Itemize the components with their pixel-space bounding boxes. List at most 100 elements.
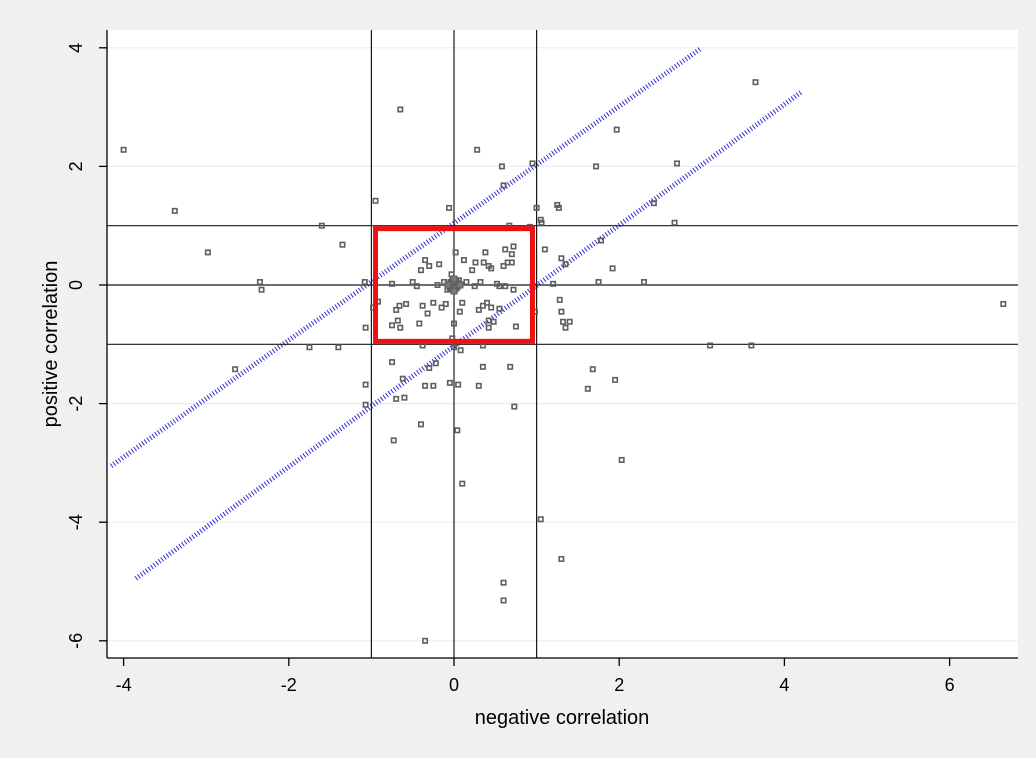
data-point — [512, 323, 519, 330]
data-point — [482, 249, 489, 256]
data-point — [562, 261, 569, 268]
data-point — [463, 279, 470, 286]
data-point — [500, 263, 507, 270]
data-point — [419, 302, 426, 309]
data-point — [362, 381, 369, 388]
data-point — [550, 280, 557, 287]
data-point — [618, 456, 625, 463]
data-point — [459, 480, 466, 487]
data-point — [584, 385, 591, 392]
data-point — [510, 286, 517, 293]
y-tick-label: -6 — [66, 633, 86, 649]
data-point — [426, 365, 433, 372]
data-point — [498, 163, 505, 170]
highlight-rectangle — [373, 226, 535, 344]
data-point — [640, 279, 647, 286]
data-point — [454, 427, 461, 434]
cluster-point — [444, 281, 452, 289]
data-point — [362, 401, 369, 408]
data-point — [537, 516, 544, 523]
data-point — [484, 299, 491, 306]
data-point — [417, 421, 424, 428]
data-point — [475, 306, 482, 313]
x-tick-label: -4 — [116, 675, 132, 695]
data-point — [707, 342, 714, 349]
data-point — [589, 366, 596, 373]
data-point — [372, 197, 379, 204]
cluster-point — [450, 287, 458, 295]
data-point — [613, 126, 620, 133]
data-point — [474, 146, 481, 153]
center-cluster — [444, 275, 464, 295]
data-point — [479, 363, 486, 370]
data-point — [496, 305, 503, 312]
data-point — [389, 280, 396, 287]
x-tick-label: 2 — [614, 675, 624, 695]
y-tick-label: -4 — [66, 514, 86, 530]
data-point — [258, 286, 265, 293]
data-point — [748, 342, 755, 349]
highlight-box — [373, 226, 535, 344]
data-point — [436, 261, 443, 268]
data-point — [538, 219, 545, 226]
data-point — [403, 300, 410, 307]
data-point — [752, 79, 759, 86]
data-point — [508, 259, 515, 266]
data-point — [450, 320, 457, 327]
data-point — [413, 283, 420, 290]
data-point — [416, 320, 423, 327]
data-point — [595, 279, 602, 286]
data-point — [502, 246, 509, 253]
data-point — [674, 160, 681, 167]
data-point — [555, 204, 562, 211]
data-point — [446, 204, 453, 211]
data-point — [507, 363, 514, 370]
data-point — [393, 306, 400, 313]
cluster-point — [450, 275, 458, 283]
data-point — [456, 308, 463, 315]
data-point — [566, 318, 573, 325]
data-point — [455, 381, 462, 388]
y-tick-label: 4 — [66, 43, 86, 53]
data-point — [430, 299, 437, 306]
data-point — [362, 324, 369, 331]
data-point — [432, 360, 439, 367]
data-point — [318, 222, 325, 229]
data-point — [477, 279, 484, 286]
data-point — [460, 257, 467, 264]
data-point — [508, 251, 515, 258]
axes: -4 -2 0 2 4 6 -6 -4 -2 0 2 4 — [66, 30, 1018, 695]
data-point — [424, 310, 431, 317]
data-point — [510, 243, 517, 250]
y-tick-label: 2 — [66, 161, 86, 171]
data-point — [1000, 300, 1007, 307]
data-point — [469, 267, 476, 274]
data-point — [422, 382, 429, 389]
data-point — [562, 324, 569, 331]
data-point — [446, 379, 453, 386]
data-point — [500, 579, 507, 586]
data-point — [430, 382, 437, 389]
data-point — [457, 347, 464, 354]
x-tick-label: 4 — [779, 675, 789, 695]
data-point — [422, 637, 429, 644]
data-point — [560, 318, 567, 325]
data-point — [500, 597, 507, 604]
data-point — [496, 283, 503, 290]
data-point — [556, 296, 563, 303]
data-point — [533, 204, 540, 211]
data-point — [490, 318, 497, 325]
x-tick-label: 6 — [945, 675, 955, 695]
data-point — [558, 555, 565, 562]
data-point — [650, 200, 657, 207]
data-point — [232, 366, 239, 373]
data-point — [394, 317, 401, 324]
data-point — [558, 255, 565, 262]
data-point — [488, 304, 495, 311]
data-point — [393, 395, 400, 402]
data-point — [472, 259, 479, 266]
data-point — [558, 308, 565, 315]
data-point — [442, 300, 449, 307]
data-point — [389, 359, 396, 366]
cluster-point — [456, 281, 464, 289]
